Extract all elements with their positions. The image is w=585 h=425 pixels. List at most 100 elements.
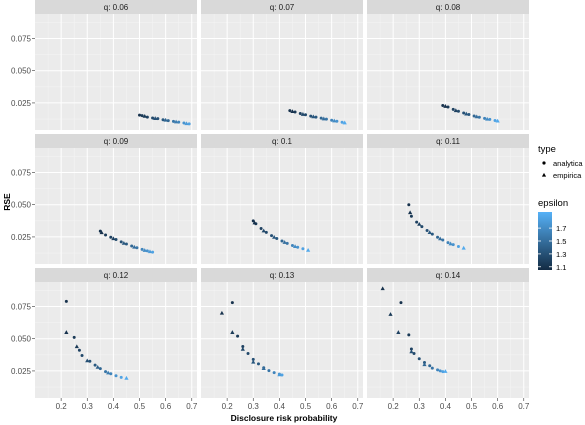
point-analytical	[182, 121, 186, 125]
facet-strip	[367, 134, 529, 148]
y-tick-label: 0.050	[11, 335, 32, 344]
point-empirical	[99, 230, 104, 235]
point-analytical	[319, 116, 323, 120]
point-analytical	[251, 219, 255, 223]
panel-background	[367, 14, 529, 130]
point-analytical	[441, 104, 445, 108]
point-analytical	[264, 230, 268, 234]
y-tick-label: 0.050	[11, 201, 32, 210]
point-analytical	[436, 235, 440, 239]
point-empirical	[380, 286, 385, 291]
y-tick-label: 0.075	[11, 34, 32, 43]
x-tick-label: 0.6	[160, 402, 172, 411]
y-tick-label: 0.025	[11, 233, 32, 242]
point-empirical	[106, 370, 111, 375]
facet-panel: q: 0.07	[201, 0, 363, 130]
point-empirical	[292, 244, 298, 249]
point-empirical	[111, 236, 116, 241]
x-tick-label: 0.7	[518, 402, 530, 411]
legend-type-title: type	[538, 144, 556, 155]
x-tick-label: 0.4	[108, 402, 120, 411]
facet-strip-label: q: 0.07	[270, 3, 295, 12]
point-analytical	[64, 299, 68, 303]
facet-panel: q: 0.11	[367, 134, 529, 264]
facet-strip-label: q: 0.11	[436, 137, 460, 146]
point-empirical	[332, 118, 337, 123]
point-analytical	[462, 111, 466, 115]
point-empirical	[142, 248, 147, 252]
facet-panel: q: 0.13 0.2 0.3 0.4 0.5 0.6 0.7	[201, 268, 364, 411]
panel-background	[35, 148, 197, 264]
point-empirical	[252, 220, 257, 225]
point-empirical	[290, 109, 295, 113]
point-analytical	[493, 118, 497, 122]
point-empirical	[142, 113, 147, 118]
facet-panel: q: 0.14 0.2 0.3 0.4 0.5 0.6 0.7	[367, 268, 530, 411]
point-empirical	[464, 111, 469, 116]
x-tick-label: 0.6	[326, 402, 338, 411]
point-analytical	[270, 234, 274, 238]
point-analytical	[230, 301, 234, 305]
point-analytical	[119, 240, 123, 244]
point-analytical	[72, 335, 76, 339]
x-tick-label: 0.5	[300, 402, 312, 411]
legend-epsilon-tick: 1.1	[556, 263, 566, 272]
facet-strip-label: q: 0.1	[272, 137, 293, 146]
y-tick-label: 0.050	[11, 67, 32, 76]
point-analytical	[251, 357, 255, 361]
point-analytical	[430, 366, 434, 370]
point-analytical	[80, 353, 84, 357]
point-empirical	[495, 118, 500, 123]
panel-background	[367, 148, 529, 264]
point-analytical	[161, 118, 165, 122]
point-analytical	[88, 359, 92, 363]
x-tick-label: 0.3	[248, 402, 260, 411]
point-analytical	[236, 334, 240, 338]
legend: type analytica empirica epsilon 1.7 1.5 …	[538, 144, 583, 272]
point-analytical	[412, 352, 416, 356]
point-analytical	[472, 114, 476, 118]
point-analytical	[330, 118, 334, 122]
point-analytical	[272, 371, 276, 375]
point-empirical	[153, 116, 158, 120]
point-analytical	[438, 369, 442, 373]
point-empirical	[282, 240, 287, 244]
point-analytical	[151, 250, 155, 254]
point-empirical	[74, 344, 79, 349]
point-analytical	[420, 225, 424, 229]
point-analytical	[275, 236, 279, 240]
point-analytical	[187, 122, 191, 126]
point-empirical	[422, 362, 427, 367]
point-analytical	[93, 363, 97, 367]
legend-empirical-symbol	[541, 172, 547, 177]
point-empirical	[184, 121, 189, 126]
point-analytical	[409, 214, 413, 218]
point-empirical	[219, 310, 225, 315]
point-analytical	[417, 357, 421, 361]
point-analytical	[298, 112, 302, 116]
facet-strip	[35, 134, 197, 148]
point-empirical	[300, 112, 306, 116]
point-analytical	[285, 241, 289, 245]
point-empirical	[124, 375, 129, 380]
point-analytical	[104, 370, 108, 374]
x-tick-label: 0.3	[414, 402, 426, 411]
point-analytical	[407, 203, 411, 207]
x-tick-label: 0.6	[492, 402, 504, 411]
point-analytical	[259, 227, 263, 231]
point-analytical	[409, 347, 413, 351]
point-analytical	[77, 348, 81, 352]
point-empirical	[408, 210, 413, 215]
point-analytical	[446, 241, 450, 245]
point-analytical	[399, 301, 403, 305]
y-tick-label: 0.075	[11, 168, 32, 177]
point-analytical	[477, 115, 481, 119]
point-analytical	[456, 244, 460, 248]
point-analytical	[483, 116, 487, 120]
point-empirical	[261, 228, 266, 233]
point-analytical	[109, 372, 113, 376]
point-analytical	[288, 109, 292, 113]
point-empirical	[448, 241, 453, 246]
point-analytical	[145, 115, 149, 119]
